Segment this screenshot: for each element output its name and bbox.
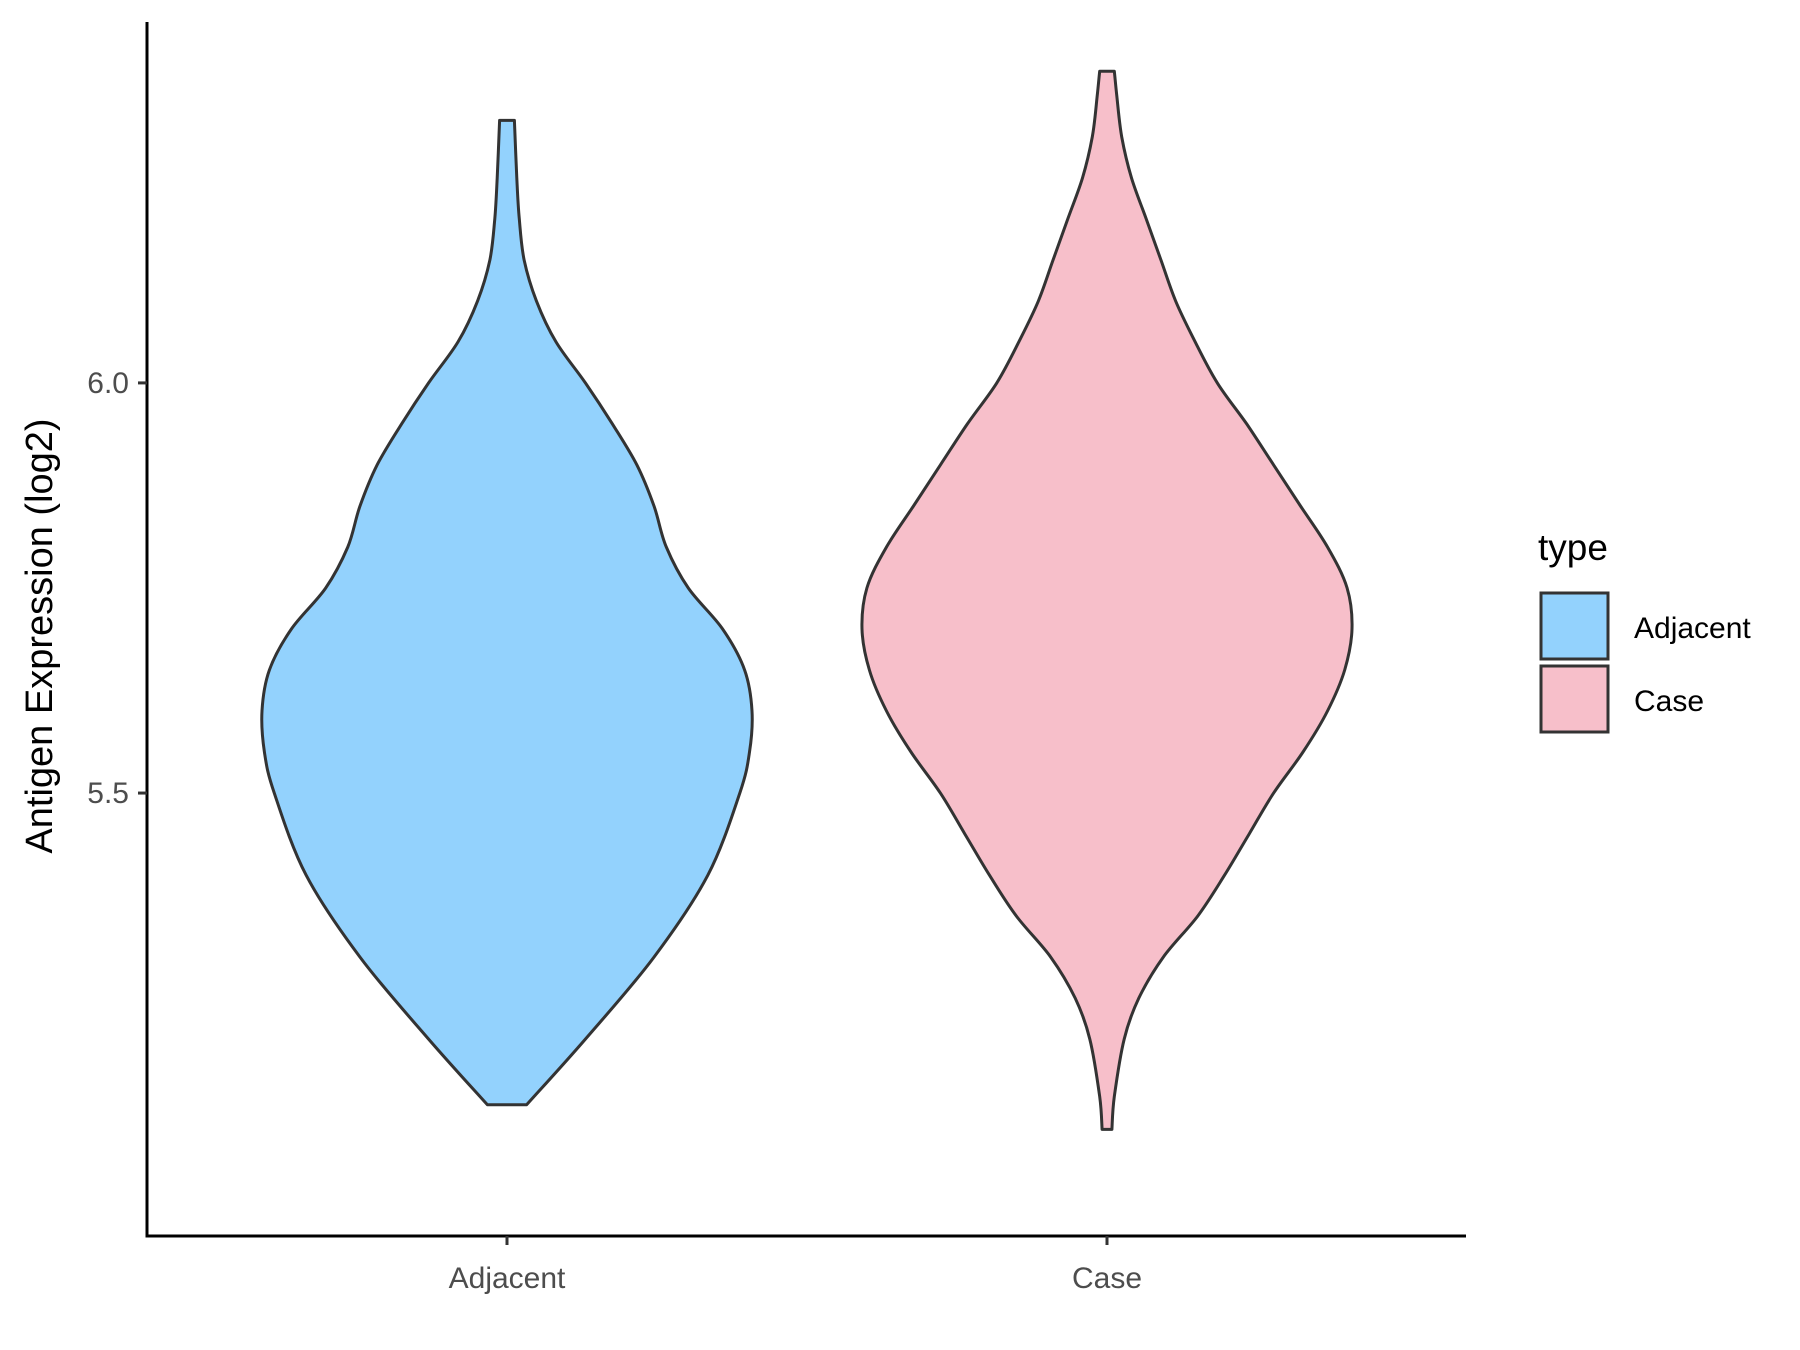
y-tick-label: 6.0 [87, 367, 129, 400]
legend-label-adjacent: Adjacent [1634, 612, 1751, 645]
x-tick-label: Case [1072, 1262, 1142, 1295]
x-tick-label: Adjacent [449, 1262, 566, 1295]
legend-key-case [1539, 664, 1610, 734]
x-axis-ticks: Adjacent Case [449, 1236, 1142, 1295]
legend-key-adjacent [1539, 591, 1610, 661]
legend-title: type [1538, 527, 1608, 568]
violin-case [860, 69, 1354, 1131]
legend: type Adjacent Case [1538, 527, 1751, 734]
violin-layer [260, 69, 1354, 1131]
legend-label-case: Case [1634, 685, 1704, 718]
y-axis-ticks: 5.5 6.0 [87, 367, 147, 810]
y-axis-title: Antigen Expression (log2) [19, 418, 61, 853]
violin-adjacent [260, 118, 754, 1107]
y-tick-label: 5.5 [87, 777, 129, 810]
